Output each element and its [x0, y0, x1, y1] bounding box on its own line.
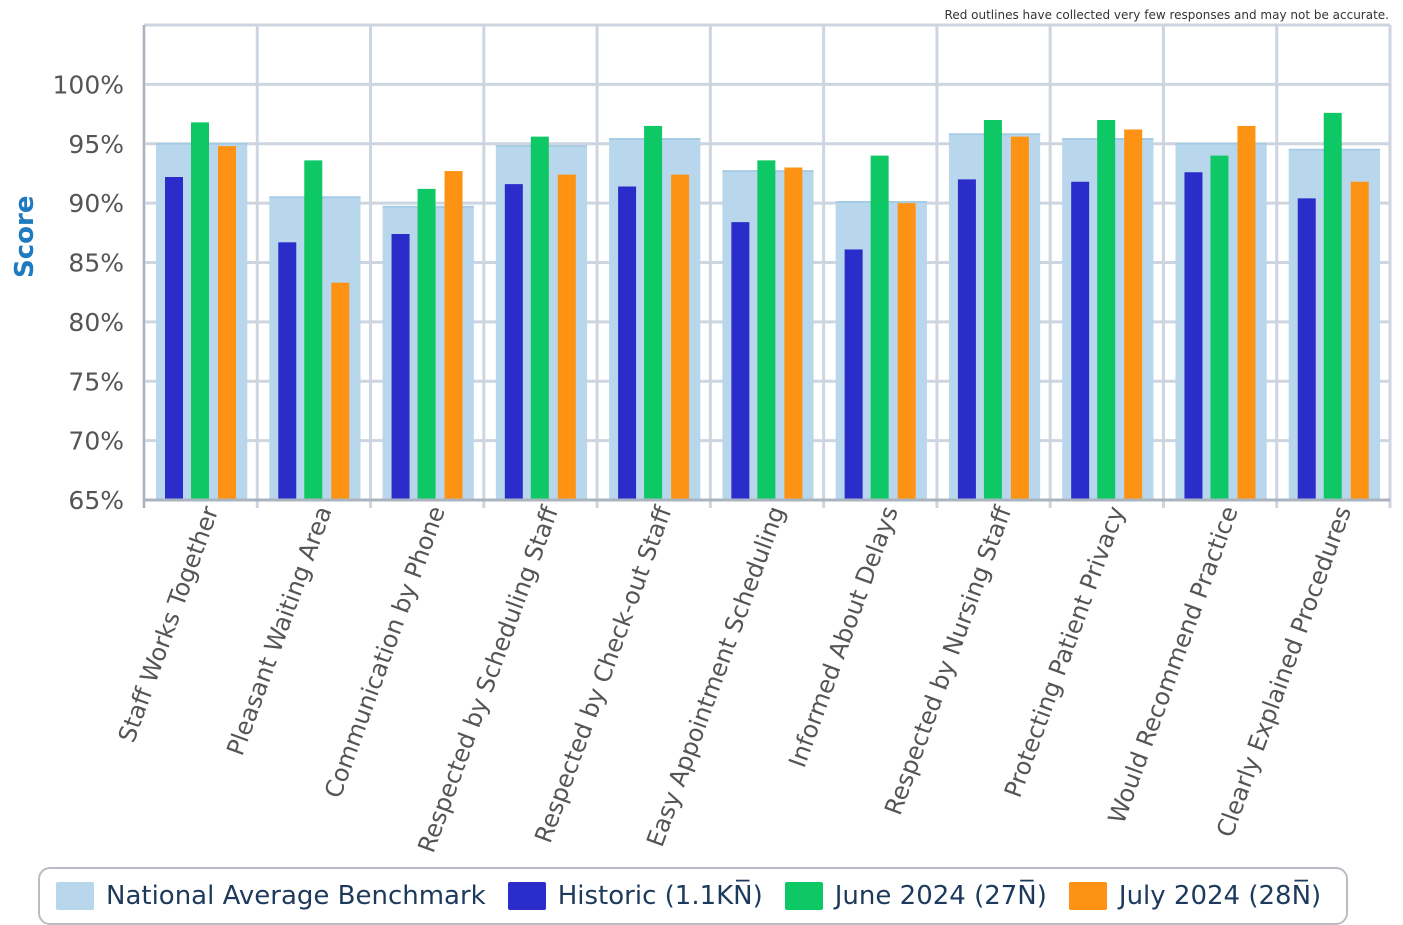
historic-bar: [731, 222, 750, 500]
y-tick-label: 80%: [68, 308, 124, 337]
x-tick-label: Pleasant Waiting Area: [221, 502, 337, 759]
y-tick-label: 75%: [68, 367, 124, 396]
x-tick-label: Staff Works Together: [113, 502, 224, 746]
bar-chart: 65% 70% 75% 80% 85% 90% 95% 100% Staff Works Tog…: [53, 23, 1392, 856]
legend-label-july-2024: July 2024 (28N̅): [1118, 881, 1322, 911]
legend-swatch-historic: [507, 882, 546, 910]
legend-item-july-2024[interactable]: July 2024 (28N̅): [1068, 881, 1322, 911]
historic-bar: [1297, 198, 1316, 500]
july-bar: [331, 282, 350, 500]
july-bar: [218, 146, 236, 500]
x-tick-label: Informed About Delays: [783, 502, 904, 771]
historic-bar: [165, 177, 183, 500]
july-bar: [897, 203, 916, 500]
legend-item-benchmark[interactable]: National Average Benchmark: [56, 881, 486, 911]
x-tick-label: Respected by Check-out Staff: [529, 502, 677, 846]
historic-bar: [844, 249, 863, 500]
legend-label-historic: Historic (1.1KN̅): [557, 881, 763, 911]
legend-label-june-2024: June 2024 (27N̅): [834, 881, 1047, 911]
y-tick-label: 65%: [68, 486, 124, 515]
legend-item-june-2024[interactable]: June 2024 (27N̅): [784, 881, 1047, 911]
june-bar: [304, 160, 323, 500]
y-tick-label: 70%: [68, 427, 124, 456]
legend-item-historic[interactable]: Historic (1.1KN̅): [507, 881, 763, 911]
x-tick-label: Respected by Nursing Staff: [879, 502, 1017, 819]
legend-label-benchmark: National Average Benchmark: [106, 881, 486, 911]
july-bar: [1124, 129, 1143, 500]
june-bar: [983, 120, 1002, 500]
june-bar: [757, 160, 776, 500]
july-bar: [1237, 125, 1256, 500]
historic-bar: [1071, 181, 1090, 500]
july-bar: [1350, 181, 1369, 500]
y-tick-label: 85%: [68, 249, 124, 278]
june-bar: [1097, 120, 1116, 500]
x-tick-label: Clearly Explained Procedures: [1211, 502, 1357, 840]
legend-swatch-july-2024: [1068, 882, 1107, 910]
july-bar: [1010, 136, 1029, 500]
historic-bar: [1184, 172, 1203, 500]
july-bar: [784, 167, 803, 500]
x-tick-label: Would Recommend Practice: [1103, 502, 1244, 827]
historic-bar: [391, 234, 410, 500]
legend-swatch-june-2024: [784, 882, 823, 910]
june-bar: [1323, 112, 1342, 500]
july-bar: [557, 174, 576, 500]
june-bar: [1210, 155, 1229, 500]
june-bar: [191, 122, 209, 500]
historic-bar: [957, 179, 976, 500]
historic-bar: [504, 184, 523, 500]
y-tick-label: 100%: [53, 70, 124, 99]
low-response-note: Red outlines have collected very few res…: [944, 8, 1389, 22]
y-tick-label: 95%: [68, 130, 124, 159]
x-tick-label: Communication by Phone: [319, 502, 451, 801]
july-bar: [444, 171, 463, 500]
june-bar: [644, 125, 663, 500]
y-tick-label: 90%: [68, 189, 124, 218]
july-bar: [671, 174, 690, 500]
legend-swatch-benchmark: [56, 882, 94, 910]
june-bar: [530, 136, 549, 500]
x-tick-label: Easy Appointment Scheduling: [641, 502, 790, 850]
june-bar: [870, 155, 889, 500]
legend: National Average Benchmark Historic (1.1…: [38, 867, 1348, 925]
x-tick-label: Protecting Patient Privacy: [999, 502, 1131, 801]
historic-bar: [278, 242, 297, 500]
june-bar: [417, 188, 436, 500]
historic-bar: [618, 186, 637, 500]
